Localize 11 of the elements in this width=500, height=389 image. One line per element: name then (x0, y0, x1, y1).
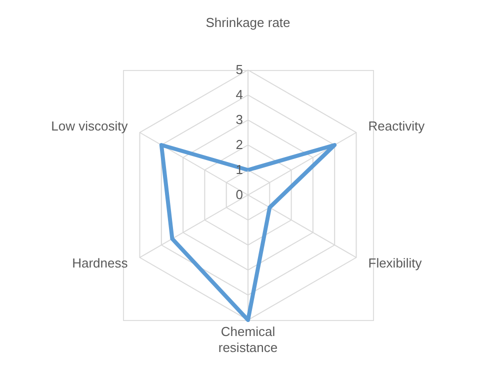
y-tick-label: 3 (236, 112, 243, 127)
spoke-label: Hardness (72, 256, 128, 270)
y-tick-label: 2 (236, 137, 243, 152)
y-tick-label: 4 (236, 87, 243, 102)
spoke-label: Low viscosity (51, 118, 128, 134)
spoke-label: Flexibility (368, 256, 422, 270)
spoke-label: Chemical resistance (218, 324, 278, 355)
spoke-label: Reactivity (368, 118, 426, 134)
y-tick-label: 5 (236, 62, 243, 77)
spoke-label: Shrinkage rate (206, 15, 290, 30)
y-tick-label: 0 (236, 187, 243, 202)
